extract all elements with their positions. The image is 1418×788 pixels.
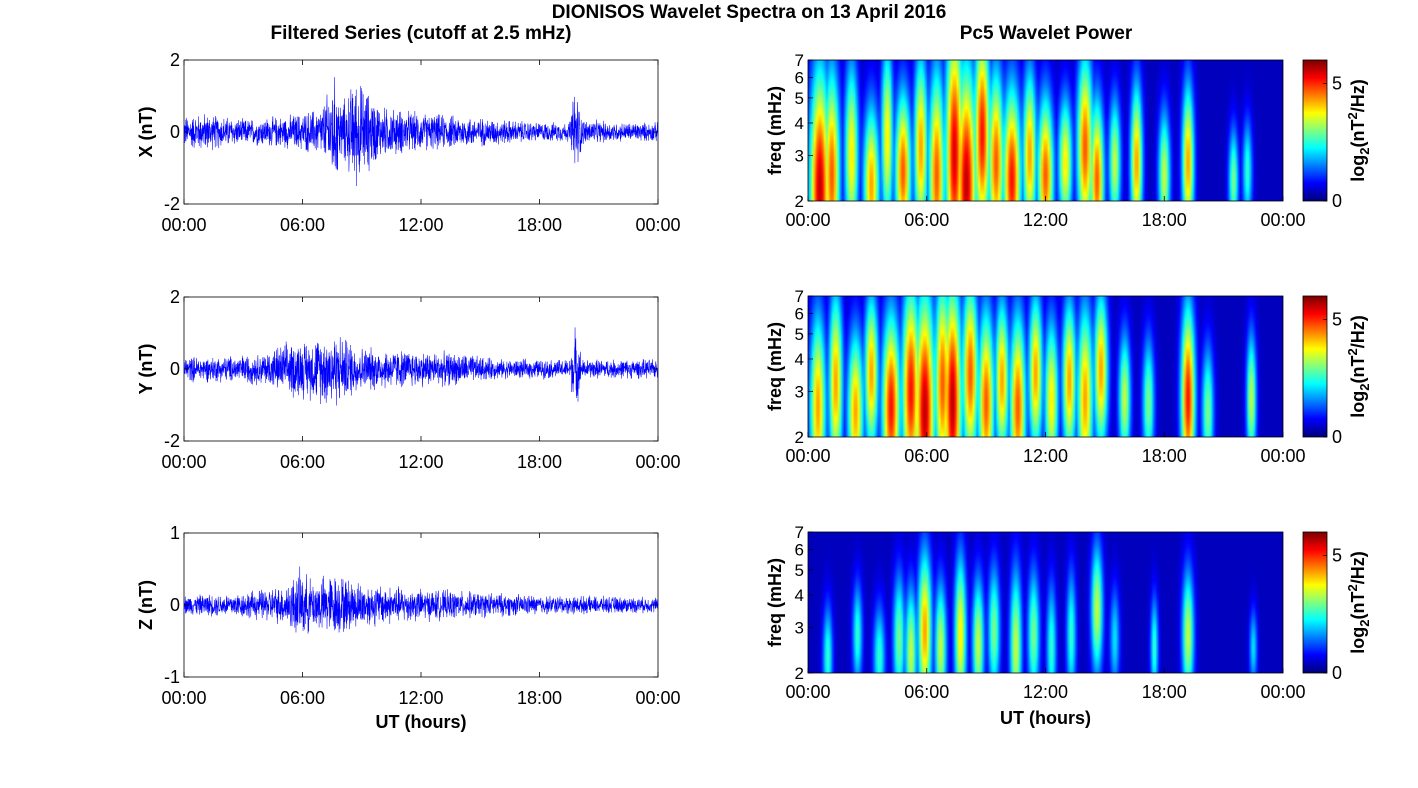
y-tick-label: 2 xyxy=(795,428,804,447)
y-tick-label: 5 xyxy=(795,89,804,108)
y-tick-label: 5 xyxy=(795,561,804,580)
y-series-panel: 20-200:00 06:00 12:00 18:00 00:00Y (nT) xyxy=(136,287,681,472)
y-tick-label: 2 xyxy=(170,50,180,70)
x-tick-label: 00:00 xyxy=(635,215,680,235)
figure-title: DIONISOS Wavelet Spectra on 13 April 201… xyxy=(552,2,947,23)
series-trace xyxy=(183,327,659,406)
x-tick-label: 00:00 xyxy=(1260,682,1305,702)
x-tick-label: 12:00 xyxy=(398,452,443,472)
y-tick-label: 7 xyxy=(795,287,804,306)
x-tick-label: 06:00 xyxy=(904,446,949,466)
colorbar-tick-label: 0 xyxy=(1332,427,1342,447)
colorbar-frame xyxy=(1302,531,1328,674)
colorbar-tick-label: 5 xyxy=(1332,310,1342,330)
colorbar-frame xyxy=(1302,295,1328,438)
colorbar-label: log2(nT2/Hz) xyxy=(1345,315,1372,417)
y-tick-label: 6 xyxy=(795,304,804,323)
y-axis-label: freq (mHz) xyxy=(765,558,785,647)
x-tick-label: 18:00 xyxy=(1142,210,1187,230)
y-tick-label: 0 xyxy=(170,359,180,379)
y-axis-label: Y (nT) xyxy=(136,344,156,395)
series-trace xyxy=(183,77,659,187)
x-tick-label: 06:00 xyxy=(280,215,325,235)
y-tick-label: 0 xyxy=(170,122,180,142)
x-tick-label: 00:00 xyxy=(161,452,206,472)
wavelet-power-heatmap xyxy=(808,60,1283,201)
right-column-title: Pc5 Wavelet Power xyxy=(960,23,1133,44)
colorbar-tick-label: 5 xyxy=(1332,546,1342,566)
x-tick-label: 00:00 xyxy=(635,452,680,472)
series-trace xyxy=(183,566,659,634)
x-tick-label: 12:00 xyxy=(1023,682,1068,702)
wavelet-power-heatmap xyxy=(808,532,1283,673)
y-tick-label: 2 xyxy=(170,287,180,307)
x-tick-label: 06:00 xyxy=(280,688,325,708)
colorbar-frame xyxy=(1302,59,1328,202)
colorbar xyxy=(1303,60,1327,201)
colorbar-tick-label: 0 xyxy=(1332,191,1342,211)
y-tick-label: 5 xyxy=(795,325,804,344)
y-tick-label: 2 xyxy=(795,192,804,211)
colorbar-label: log2(nT2/Hz) xyxy=(1345,551,1372,653)
left-column-title: Filtered Series (cutoff at 2.5 mHz) xyxy=(271,23,572,44)
x-tick-label: 00:00 xyxy=(1260,446,1305,466)
y-tick-label: 4 xyxy=(795,350,804,369)
x-tick-label: 00:00 xyxy=(785,210,830,230)
x-tick-label: 12:00 xyxy=(398,215,443,235)
colorbar-label: log2(nT2/Hz) xyxy=(1345,79,1372,181)
x-tick-label: 12:00 xyxy=(1023,210,1068,230)
y-tick-label: -2 xyxy=(164,194,180,214)
x-axis-label: UT (hours) xyxy=(1000,708,1091,728)
y-tick-label: 0 xyxy=(170,595,180,615)
x-tick-label: 00:00 xyxy=(161,688,206,708)
x-tick-label: 00:00 xyxy=(161,215,206,235)
x-tick-label: 18:00 xyxy=(517,452,562,472)
x-series-panel: 20-200:00 06:00 12:00 18:00 00:00X (nT) xyxy=(136,50,681,235)
colorbar xyxy=(1303,296,1327,437)
x-tick-label: 18:00 xyxy=(1142,446,1187,466)
y-tick-label: 6 xyxy=(795,540,804,559)
x-tick-label: 12:00 xyxy=(1023,446,1068,466)
y-tick-label: 3 xyxy=(795,146,804,165)
y-tick-label: 2 xyxy=(795,664,804,683)
y-tick-label: -1 xyxy=(164,667,180,687)
y-tick-label: 4 xyxy=(795,114,804,133)
colorbar xyxy=(1303,532,1327,673)
x-axis-label: UT (hours) xyxy=(376,712,467,732)
y-tick-label: 1 xyxy=(170,523,180,543)
x-tick-label: 06:00 xyxy=(280,452,325,472)
y-axis-label: X (nT) xyxy=(136,107,156,158)
y-tick-label: 3 xyxy=(795,382,804,401)
y-tick-label: 7 xyxy=(795,51,804,70)
y-tick-label: 7 xyxy=(795,523,804,542)
x-tick-label: 00:00 xyxy=(785,682,830,702)
x-tick-label: 06:00 xyxy=(904,682,949,702)
y-tick-label: 3 xyxy=(795,618,804,637)
x-tick-label: 12:00 xyxy=(398,688,443,708)
y-tick-label: 6 xyxy=(795,68,804,87)
x-tick-label: 18:00 xyxy=(1142,682,1187,702)
z-series-panel: 10-100:00 06:00 12:00 18:00 00:00Z (nT)UT (h… xyxy=(136,523,681,732)
y-axis-label: Z (nT) xyxy=(136,580,156,630)
wavelet-power-heatmap xyxy=(808,296,1283,437)
colorbar-tick-label: 5 xyxy=(1332,74,1342,94)
y-tick-label: 4 xyxy=(795,586,804,605)
x-tick-label: 00:00 xyxy=(785,446,830,466)
x-tick-label: 18:00 xyxy=(517,215,562,235)
x-tick-label: 06:00 xyxy=(904,210,949,230)
x-tick-label: 00:00 xyxy=(1260,210,1305,230)
y-tick-label: -2 xyxy=(164,431,180,451)
y-axis-label: freq (mHz) xyxy=(765,322,785,411)
x-tick-label: 18:00 xyxy=(517,688,562,708)
y-axis-label: freq (mHz) xyxy=(765,86,785,175)
colorbar-tick-label: 0 xyxy=(1332,663,1342,683)
x-tick-label: 00:00 xyxy=(635,688,680,708)
